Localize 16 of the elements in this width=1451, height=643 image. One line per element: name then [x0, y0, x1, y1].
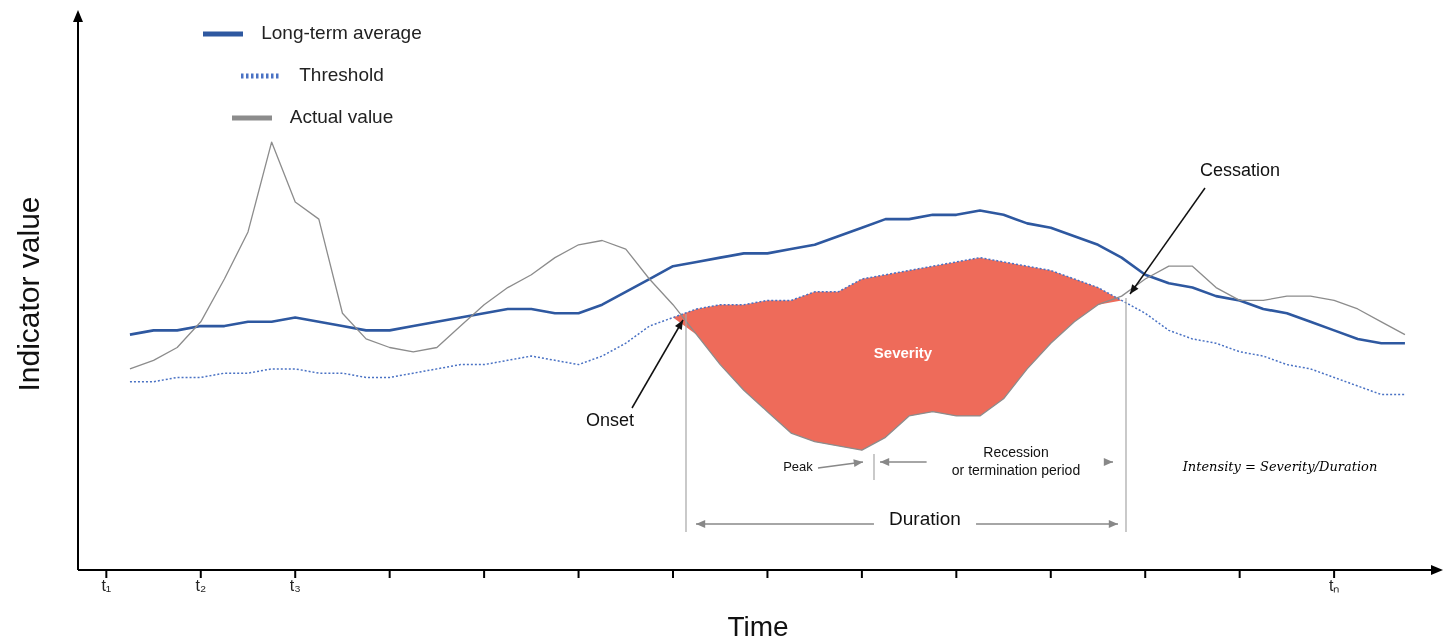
y-axis-title: Indicator value	[11, 196, 45, 392]
annotation: Onset	[585, 410, 635, 430]
x-tick-label: t₂	[195, 577, 207, 595]
annotation: Duration	[889, 508, 961, 529]
annotation: Peak	[783, 459, 814, 474]
annotation: Intensity = Severity/Duration	[1181, 459, 1378, 474]
annotation: Cessation	[1199, 160, 1281, 180]
annotation: Recession or termination period	[951, 444, 1081, 478]
legend-label: Actual value	[289, 106, 394, 127]
annotation: Severity	[873, 344, 933, 361]
legend-label: Long-term average	[261, 22, 422, 43]
x-tick-label: t₃	[289, 577, 301, 595]
x-axis-title: Time	[727, 611, 789, 642]
x-tick-label: t₁	[101, 577, 112, 595]
legend-label: Threshold	[299, 64, 384, 85]
x-tick-label: tₙ	[1328, 577, 1340, 595]
